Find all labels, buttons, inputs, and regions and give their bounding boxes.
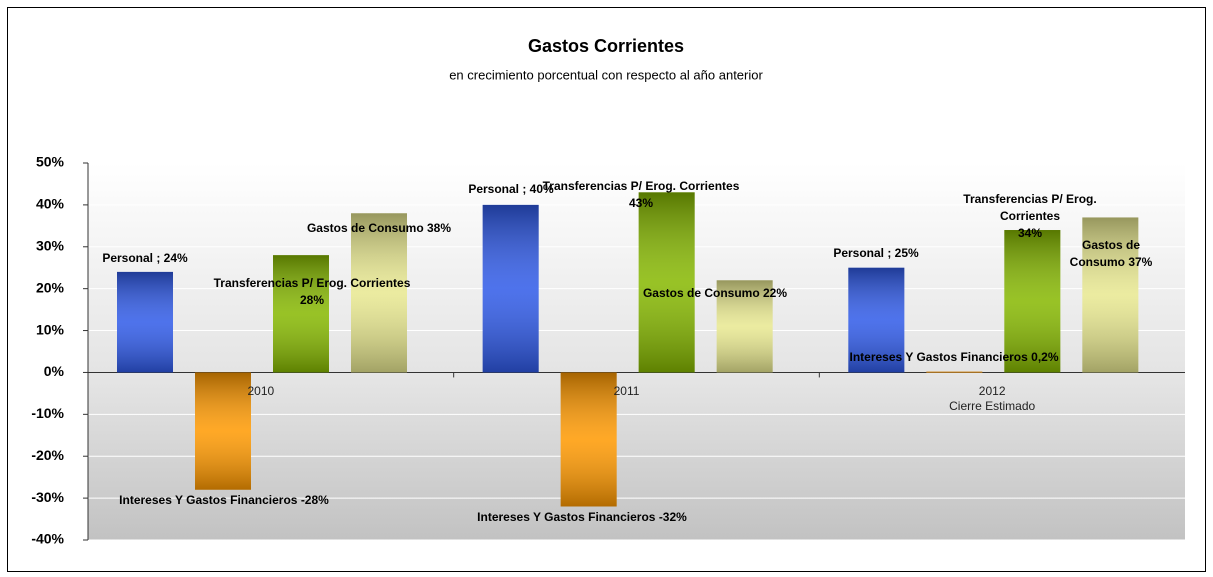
bar-shade bbox=[716, 280, 773, 373]
chart-subtitle: en crecimiento porcentual con respecto a… bbox=[449, 67, 763, 82]
chart-title: Gastos Corrientes bbox=[528, 36, 684, 56]
bar-shade bbox=[1082, 217, 1139, 373]
y-tick-label: 50% bbox=[36, 154, 65, 170]
data-label: Gastos de Consumo 38% bbox=[306, 221, 452, 235]
bar-shade bbox=[273, 255, 329, 373]
bar-shade bbox=[1004, 230, 1061, 373]
y-tick-label: -40% bbox=[31, 531, 64, 547]
data-label: Personal ; 24% bbox=[102, 251, 188, 265]
bar-shade bbox=[482, 204, 539, 373]
bar-shade bbox=[926, 371, 983, 373]
data-label: Intereses Y Gastos Financieros -32% bbox=[477, 510, 687, 524]
data-label: Gastos de Consumo 37% bbox=[1069, 238, 1153, 269]
bar-shade bbox=[351, 213, 407, 373]
data-label: Transferencias P/ Erog. Corrientes 28% bbox=[213, 276, 411, 307]
data-label: Personal ; 40% bbox=[468, 182, 554, 196]
y-tick-label: -20% bbox=[31, 447, 64, 463]
y-tick-label: 20% bbox=[36, 279, 65, 295]
x-tick-label: 2011 bbox=[613, 384, 640, 399]
bar-shade bbox=[117, 271, 173, 373]
data-label: Intereses Y Gastos Financieros 0,2% bbox=[849, 350, 1059, 364]
bar-shade bbox=[848, 267, 905, 373]
data-label: Transferencias P/ Erog. Corrientes 43% bbox=[542, 179, 740, 210]
y-tick-label: -10% bbox=[31, 405, 64, 421]
y-tick-label: -30% bbox=[31, 489, 64, 505]
data-label: Personal ; 25% bbox=[833, 246, 919, 260]
x-tick-label: 2012 Cierre Estimado bbox=[949, 384, 1036, 414]
bar-shade bbox=[560, 372, 617, 507]
plot-positive bbox=[88, 163, 1185, 373]
data-label: Gastos de Consumo 22% bbox=[642, 286, 788, 300]
bar-shade bbox=[195, 372, 251, 490]
y-tick-label: 40% bbox=[36, 196, 65, 212]
x-tick-label: 2010 bbox=[247, 384, 275, 399]
y-tick-label: 0% bbox=[44, 363, 65, 379]
data-label: Transferencias P/ Erog. Corrientes 34% bbox=[963, 192, 1097, 240]
y-tick-label: 30% bbox=[36, 237, 65, 253]
bar-shade bbox=[638, 192, 695, 373]
data-label: Intereses Y Gastos Financieros -28% bbox=[119, 493, 329, 507]
y-tick-label: 10% bbox=[36, 321, 65, 337]
